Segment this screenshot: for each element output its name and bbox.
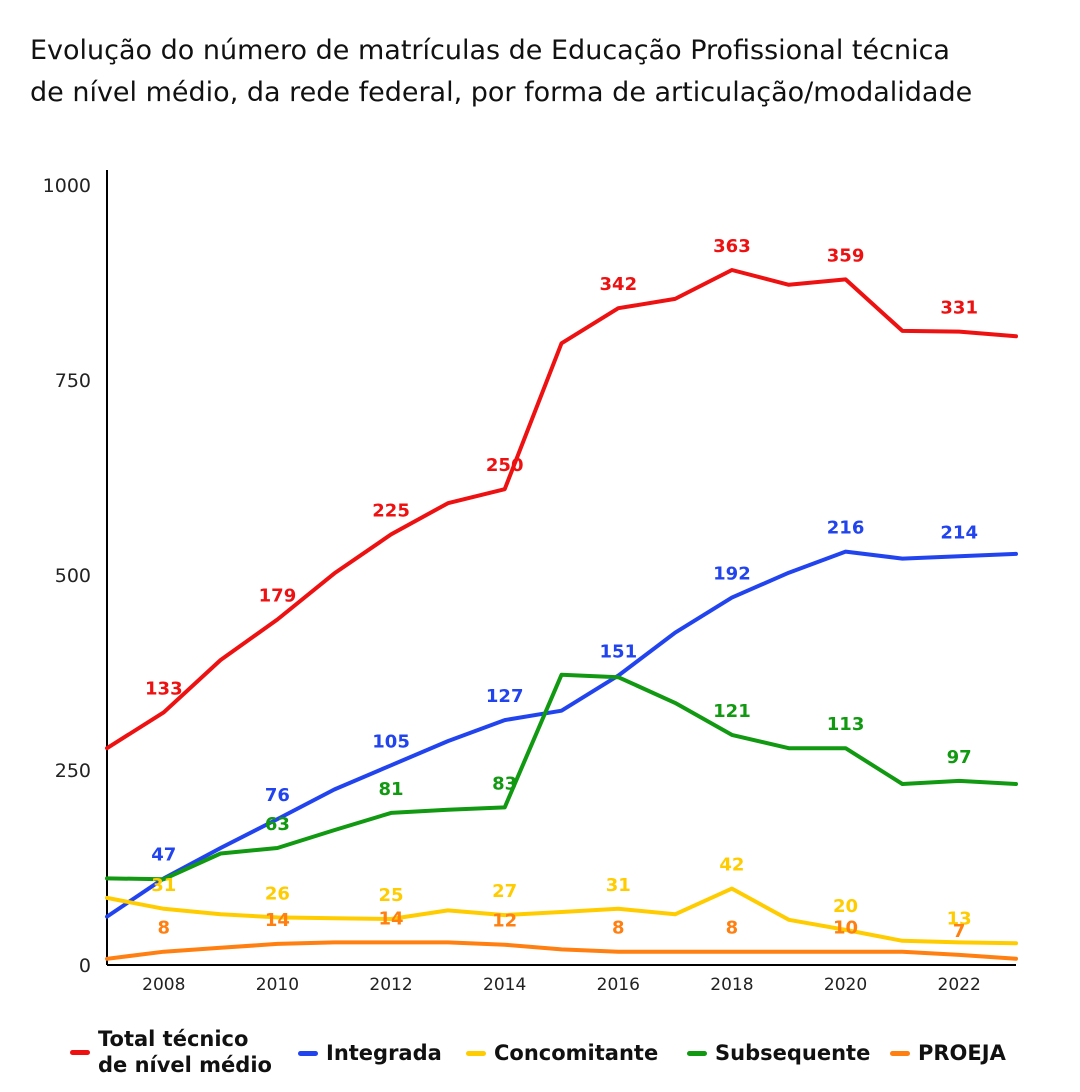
data-label: 359: [827, 245, 865, 266]
data-label: 31: [151, 875, 176, 896]
data-label: 363: [713, 236, 751, 257]
y-tick-label: 1000: [43, 175, 91, 197]
x-tick-label: 2022: [938, 975, 981, 995]
data-label: 7: [953, 921, 966, 942]
data-label: 14: [265, 910, 290, 931]
data-label: 331: [940, 298, 978, 319]
data-label: 105: [372, 731, 410, 752]
y-tick-label: 0: [79, 955, 91, 977]
data-label: 25: [379, 885, 404, 906]
data-label: 8: [726, 918, 739, 939]
data-label: 10: [833, 918, 858, 939]
data-label: 179: [259, 585, 297, 606]
x-tick-label: 2008: [142, 975, 185, 995]
series-line-proeja: [105, 940, 1018, 961]
y-tick-label: 250: [55, 760, 91, 782]
data-label: 8: [158, 918, 171, 939]
legend-label: Integrada: [326, 1041, 442, 1065]
data-label: 13: [947, 908, 972, 929]
legend-swatch: [70, 1049, 90, 1055]
legend-swatch: [298, 1050, 318, 1056]
legend-item-subsequente: Subsequente: [687, 1040, 870, 1066]
data-label: 83: [492, 773, 517, 794]
legend-swatch: [687, 1050, 707, 1056]
legend-item-total-tecnico-de-nivel-medio: Total técnico de nível médio: [70, 1026, 272, 1078]
chart-title-line-1: Evolução do número de matrículas de Educ…: [30, 35, 950, 66]
data-label: 31: [606, 875, 631, 896]
x-tick-label: 2020: [824, 975, 867, 995]
data-label: 63: [265, 814, 290, 835]
legend-label: Subsequente: [715, 1041, 871, 1065]
series-line-subsequente: [105, 672, 1018, 882]
data-label: 121: [713, 701, 751, 722]
chart-title: Evolução do número de matrículas de Educ…: [30, 30, 1060, 114]
data-label: 192: [713, 564, 751, 585]
data-label: 216: [827, 518, 865, 539]
chart-legend: Total técnico de nível médio Integrada Con…: [70, 1026, 1070, 1086]
legend-item-concomitante: Concomitante: [466, 1040, 658, 1066]
x-tick-label: 2014: [483, 975, 526, 995]
data-label: 127: [486, 686, 524, 707]
data-label: 20: [833, 896, 858, 917]
data-label: 76: [265, 785, 290, 806]
data-label: 42: [719, 855, 744, 876]
legend-item-integrada: Integrada: [298, 1040, 442, 1066]
legend-item-proeja: PROEJA: [890, 1040, 1006, 1066]
series-line-concomitante: [105, 886, 1018, 946]
legend-swatch: [890, 1050, 910, 1056]
legend-swatch: [466, 1050, 486, 1056]
data-label: 250: [486, 455, 524, 476]
data-label: 133: [145, 678, 183, 699]
legend-label: Total técnico de nível médio: [98, 1027, 272, 1077]
data-label: 342: [600, 274, 638, 295]
chart-series: [105, 268, 1018, 961]
data-label: 151: [600, 642, 638, 663]
data-label: 113: [827, 714, 865, 735]
x-tick-label: 2010: [256, 975, 299, 995]
data-label: 47: [151, 844, 176, 865]
data-label: 27: [492, 881, 517, 902]
data-label: 8: [612, 918, 625, 939]
x-tick-label: 2016: [597, 975, 640, 995]
data-label: 81: [379, 779, 404, 800]
data-label: 97: [947, 747, 972, 768]
data-label: 214: [940, 522, 978, 543]
data-label: 12: [492, 911, 517, 932]
legend-label: PROEJA: [918, 1041, 1006, 1065]
series-line-total-tecnico-de-nivel-medio: [105, 268, 1018, 751]
data-label: 225: [372, 500, 410, 521]
data-label: 14: [379, 908, 404, 929]
series-line-integrada: [105, 549, 1018, 919]
legend-label: Concomitante: [494, 1041, 659, 1065]
x-tick-label: 2018: [710, 975, 753, 995]
x-tick-label: 2012: [369, 975, 412, 995]
data-label: 26: [265, 883, 290, 904]
chart-title-line-2: de nível médio, da rede federal, por for…: [30, 77, 973, 108]
y-tick-label: 750: [55, 370, 91, 392]
y-tick-label: 500: [55, 565, 91, 587]
